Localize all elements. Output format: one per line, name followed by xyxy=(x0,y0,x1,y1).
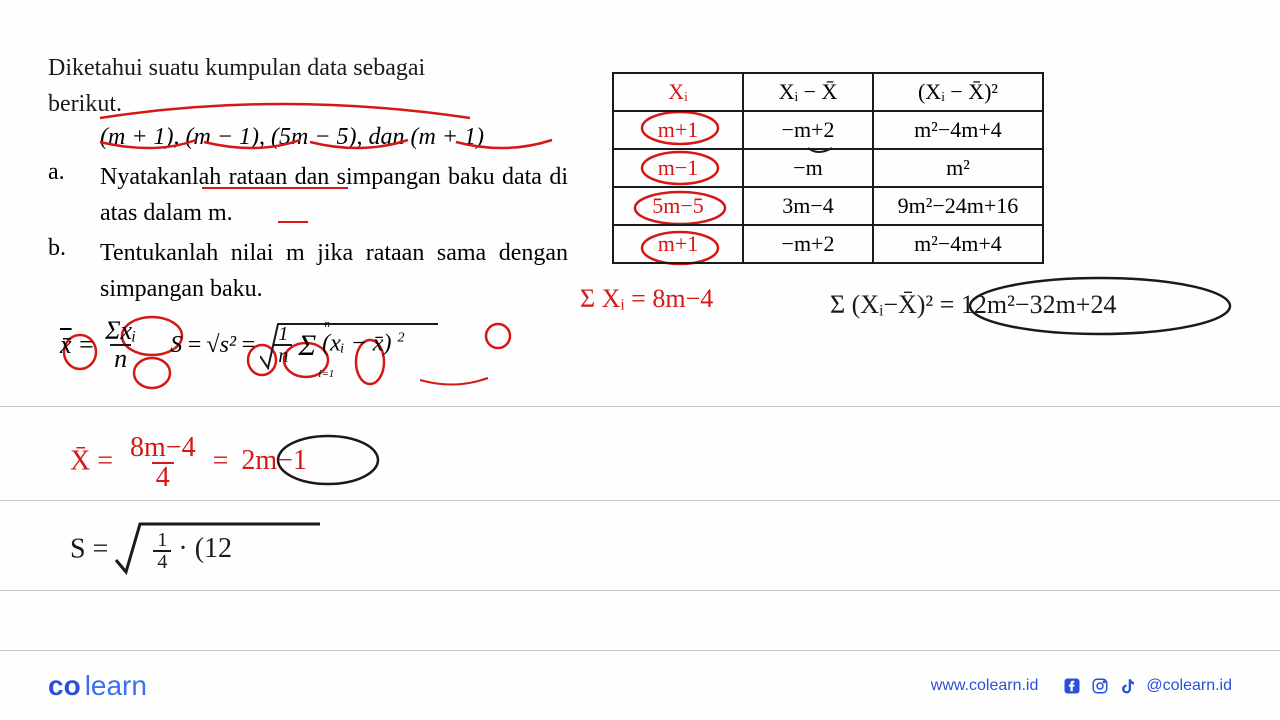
equals: = xyxy=(240,332,256,359)
table-header-diff: Xᵢ − X̄ xyxy=(743,73,873,111)
ruled-line xyxy=(0,406,1280,407)
sd-big-sqrt: 1 n Σ n i=1 (xᵢ − x̄) 2 xyxy=(260,324,404,366)
equals: = xyxy=(78,330,96,360)
instagram-icon xyxy=(1090,676,1110,696)
facebook-icon xyxy=(1062,676,1082,696)
work-mean-num: 8m−4 xyxy=(126,434,200,462)
table-cell: −m+2 xyxy=(743,225,873,263)
sum-xi: Σ Xᵢ = 8m−4 xyxy=(580,284,713,314)
ruled-line xyxy=(0,500,1280,501)
work-mean-result: 2m−1 xyxy=(241,445,307,476)
problem-parts: a. Nyatakanlah rataan dan simpangan baku… xyxy=(48,159,568,307)
table-cell: m²−4m+4 xyxy=(873,111,1043,149)
sum-xi-label: Σ Xᵢ = xyxy=(580,284,646,313)
sqrt-icon xyxy=(260,316,440,380)
work-mean-den: 4 xyxy=(152,462,174,492)
work-sd-underroot: 1 4 · (12 xyxy=(153,533,232,564)
table-cell: −m xyxy=(743,149,873,187)
logo: colearn xyxy=(48,670,147,702)
table-cell: m+1 xyxy=(613,111,743,149)
sum-xi-value: 8m−4 xyxy=(652,284,713,313)
equals: = xyxy=(213,445,229,476)
problem-data-expr: (m + 1), (m − 1), (5m − 5), dan (m + 1) xyxy=(100,124,568,151)
ruled-line xyxy=(0,590,1280,591)
sd-s: S xyxy=(170,332,182,359)
equals: = xyxy=(186,332,202,359)
tiktok-icon xyxy=(1118,676,1138,696)
sd-formula: S = √s² = 1 n Σ n i=1 (xᵢ − x̄) 2 xyxy=(170,324,404,366)
table-cell: 9m²−24m+16 xyxy=(873,187,1043,225)
part-a: a. Nyatakanlah rataan dan simpangan baku… xyxy=(48,159,568,231)
table-row: 5m−5 3m−4 9m²−24m+16 xyxy=(613,187,1043,225)
footer-url: www.colearn.id xyxy=(931,677,1039,695)
calc-table: Xᵢ Xᵢ − X̄ (Xᵢ − X̄)² m+1 −m+2 m²−4m+4 m… xyxy=(612,72,1044,264)
mean-fraction: Σxᵢ n xyxy=(101,318,140,372)
part-b-label: b. xyxy=(48,235,100,307)
table-cell: 5m−5 xyxy=(613,187,743,225)
sum-sq-label: Σ (Xᵢ−X̄)² = xyxy=(830,290,954,319)
part-a-text: Nyatakanlah rataan dan simpangan baku da… xyxy=(100,159,568,231)
footer-handle: @colearn.id xyxy=(1146,677,1232,695)
work-sd-frac: 1 4 xyxy=(153,530,171,572)
logo-right: learn xyxy=(85,670,147,701)
social-icons: @colearn.id xyxy=(1062,676,1232,696)
table-cell: 3m−4 xyxy=(743,187,873,225)
sd-sum-upper: n xyxy=(324,318,330,330)
part-b: b. Tentukanlah nilai m jika rataan sama … xyxy=(48,235,568,307)
work-mean-lhs: X̄ = xyxy=(70,445,113,476)
mean-frac-den: n xyxy=(110,344,131,372)
formula-row: x̄ = Σxᵢ n S = √s² = 1 n Σ n i=1 (xᵢ − x… xyxy=(60,318,404,372)
footer: colearn www.colearn.id @colearn.id xyxy=(0,670,1280,702)
part-a-label: a. xyxy=(48,159,100,231)
mean-formula: x̄ = Σxᵢ n xyxy=(60,318,140,372)
table-cell: m²−4m+4 xyxy=(873,225,1043,263)
table-header-xi: Xᵢ xyxy=(613,73,743,111)
mean-symbol: x̄ xyxy=(60,330,72,360)
sigma-icon: Σ xyxy=(298,329,316,362)
mean-frac-num: Σxᵢ xyxy=(101,318,140,344)
table-cell: −m+2 xyxy=(743,111,873,149)
sum-sq: Σ (Xᵢ−X̄)² = 12m²−32m+24 xyxy=(830,290,1116,320)
sum-sq-value: 12m²−32m+24 xyxy=(961,290,1117,319)
problem-intro-2: berikut. xyxy=(48,86,568,122)
table-cell: m+1 xyxy=(613,225,743,263)
calc-table-area: Xᵢ Xᵢ − X̄ (Xᵢ − X̄)² m+1 −m+2 m²−4m+4 m… xyxy=(612,72,1044,264)
table-cell: m² xyxy=(873,149,1043,187)
logo-left: co xyxy=(48,670,81,701)
footer-right: www.colearn.id @colearn.id xyxy=(931,676,1232,696)
table-row: m+1 −m+2 m²−4m+4 xyxy=(613,225,1043,263)
problem-block: Diketahui suatu kumpulan data sebagai be… xyxy=(48,50,568,307)
work-sd-lhs: S = xyxy=(70,533,108,564)
work-mean: X̄ = 8m−4 4 = 2m−1 xyxy=(70,434,307,492)
work-sd: S = 1 4 · (12 xyxy=(70,530,232,572)
part-b-text: Tentukanlah nilai m jika rataan sama den… xyxy=(100,235,568,307)
sd-sum-lower: i=1 xyxy=(318,368,334,380)
sd-sqrt-s2: √s² xyxy=(206,332,236,359)
work-sd-rest: · (12 xyxy=(178,533,232,564)
table-row: m−1 −m m² xyxy=(613,149,1043,187)
table-row: m+1 −m+2 m²−4m+4 xyxy=(613,111,1043,149)
problem-intro-1: Diketahui suatu kumpulan data sebagai xyxy=(48,50,568,86)
table-cell: m−1 xyxy=(613,149,743,187)
table-header-sq: (Xᵢ − X̄)² xyxy=(873,73,1043,111)
ruled-line xyxy=(0,650,1280,651)
work-mean-frac: 8m−4 4 xyxy=(126,434,200,492)
